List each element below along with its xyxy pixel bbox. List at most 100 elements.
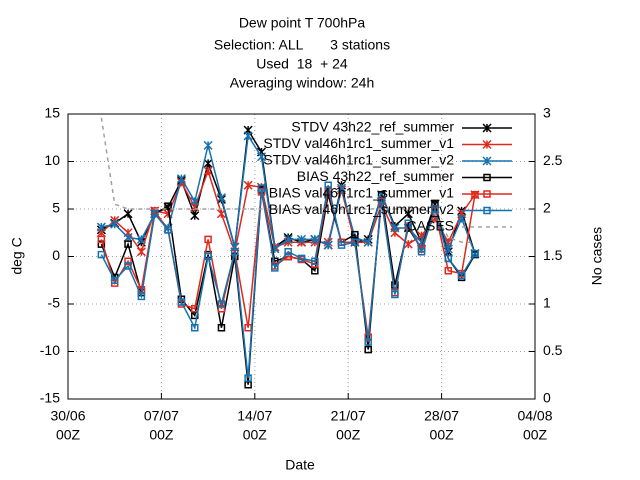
- square-marker: [164, 226, 172, 234]
- square-marker: [483, 173, 491, 182]
- star-marker: [482, 123, 492, 133]
- square-marker: [124, 257, 132, 265]
- legend-label: STDV val46h1rc1_summer_v2: [263, 152, 454, 168]
- y2-tick-label: 0.5: [543, 342, 563, 358]
- square-marker: [271, 264, 279, 272]
- y-tick-label: -15: [40, 390, 60, 406]
- square-marker: [244, 374, 252, 382]
- star-marker: [390, 223, 400, 233]
- y-tick-label: 10: [44, 152, 60, 168]
- square-marker: [231, 248, 239, 256]
- star-marker: [403, 209, 413, 219]
- square-marker: [444, 254, 453, 263]
- x-tick-label: 14/07: [237, 408, 272, 424]
- star-marker: [363, 237, 373, 247]
- y-tick-label: 15: [44, 105, 60, 121]
- x-axis-label: Date: [285, 457, 315, 473]
- y-tick-label: 5: [52, 200, 60, 216]
- x-tick-label: 21/07: [331, 408, 366, 424]
- square-marker: [483, 190, 491, 198]
- x-tick-label: 00Z: [149, 427, 174, 443]
- square-marker: [324, 181, 332, 189]
- square-marker: [257, 184, 266, 192]
- y-tick-label: -5: [48, 295, 61, 311]
- star-marker: [243, 131, 253, 141]
- square-marker: [217, 324, 226, 332]
- square-marker: [471, 249, 479, 258]
- y2-tick-label: 3: [543, 105, 551, 121]
- star-marker: [482, 139, 492, 150]
- y2-tick-label: 2.5: [543, 152, 563, 168]
- square-marker: [391, 290, 399, 299]
- y-axis-label: deg C: [9, 237, 25, 274]
- star-marker: [216, 209, 226, 219]
- square-marker: [110, 276, 119, 284]
- square-marker: [204, 235, 212, 244]
- star-marker: [190, 211, 200, 221]
- star-marker: [457, 213, 467, 224]
- square-marker: [351, 238, 359, 246]
- square-marker: [364, 345, 372, 354]
- square-marker: [97, 250, 106, 259]
- star-marker: [323, 240, 333, 250]
- x-tick-label: 28/07: [424, 408, 459, 424]
- square-marker: [191, 324, 199, 332]
- square-marker: [364, 338, 372, 346]
- square-marker: [164, 202, 172, 210]
- star-marker: [256, 152, 267, 162]
- square-marker: [217, 300, 226, 308]
- square-marker: [431, 205, 439, 213]
- series-line: [100, 117, 475, 243]
- x-tick-label: 04/08: [517, 408, 552, 424]
- star-marker: [123, 209, 133, 219]
- legend-label: BIAS val46h1rc1_summer_v1: [269, 185, 454, 201]
- y2-axis-label: No cases: [589, 227, 605, 285]
- square-marker: [417, 248, 426, 256]
- star-marker: [203, 166, 213, 176]
- square-marker: [351, 230, 359, 239]
- star-marker: [110, 219, 120, 229]
- x-tick-label: 00Z: [243, 427, 268, 443]
- star-marker: [203, 140, 213, 150]
- y2-tick-label: 0: [543, 390, 551, 406]
- legend-label: BIAS 43h22_ref_summer: [297, 168, 455, 184]
- y2-tick-label: 1.5: [543, 247, 563, 263]
- series-line: [100, 185, 476, 379]
- square-marker: [483, 206, 491, 215]
- plot-frame: [67, 113, 536, 400]
- star-marker: [243, 180, 253, 190]
- star-marker: [482, 156, 492, 166]
- legend-label: CASES: [407, 218, 454, 234]
- square-marker: [457, 271, 466, 280]
- legend-label: STDV 43h22_ref_summer: [291, 119, 454, 135]
- title-line: Used 18 + 24: [256, 56, 348, 72]
- square-marker: [337, 241, 346, 249]
- x-tick-label: 00Z: [523, 427, 548, 443]
- star-marker: [336, 183, 347, 193]
- square-marker: [404, 219, 412, 227]
- star-marker: [203, 158, 213, 168]
- legend-label: BIAS val46h1rc1_summer_v2: [269, 201, 454, 217]
- star-marker: [136, 234, 146, 244]
- x-tick-label: 00Z: [56, 427, 81, 443]
- legend-label: STDV val46h1rc1_summer_v1: [263, 135, 454, 151]
- square-marker: [97, 235, 106, 244]
- y2-tick-label: 2: [543, 200, 551, 216]
- x-tick-label: 30/06: [50, 408, 85, 424]
- square-marker: [137, 292, 146, 301]
- square-marker: [311, 257, 319, 265]
- star-marker: [296, 234, 307, 244]
- square-marker: [177, 298, 186, 306]
- square-marker: [150, 210, 159, 218]
- star-marker: [136, 247, 146, 257]
- square-marker: [284, 248, 292, 256]
- square-marker: [444, 267, 453, 275]
- x-tick-label: 00Z: [430, 427, 455, 443]
- title-line: Dew point T 700hPa: [239, 15, 366, 31]
- square-marker: [124, 262, 132, 270]
- star-marker: [96, 222, 106, 232]
- x-tick-label: 07/07: [144, 408, 179, 424]
- y2-tick-label: 1: [543, 295, 551, 311]
- title-line: Selection: ALL 3 stations: [214, 37, 390, 53]
